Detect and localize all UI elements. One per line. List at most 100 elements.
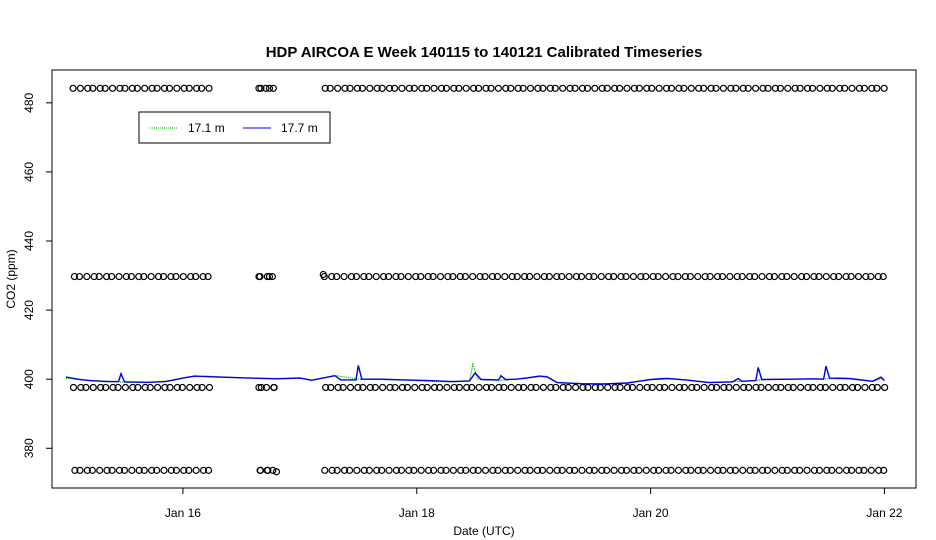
calibration-marker	[153, 383, 162, 392]
calibration-marker	[719, 466, 727, 474]
calibration-marker	[450, 84, 458, 92]
calibration-marker	[272, 468, 281, 476]
calibration-marker	[559, 84, 567, 92]
calibration-marker	[398, 383, 406, 392]
y-tick-label: 400	[22, 369, 36, 389]
calibration-marker	[611, 383, 619, 392]
calibration-marker	[494, 466, 502, 474]
calibration-marker	[461, 272, 469, 281]
calibration-marker	[751, 466, 759, 474]
calibration-marker	[82, 383, 90, 392]
calibration-marker	[610, 84, 619, 92]
calibration-marker	[255, 84, 263, 92]
calibration-marker	[879, 272, 887, 281]
calibration-marker	[558, 272, 566, 281]
calibration-marker	[553, 272, 561, 281]
calibration-marker	[731, 466, 739, 474]
calibration-marker	[265, 272, 274, 281]
calibration-marker	[482, 383, 491, 392]
calibration-marker	[881, 383, 889, 392]
calibration-marker	[720, 383, 728, 392]
calibration-marker	[686, 272, 694, 281]
calibration-marker	[808, 84, 817, 92]
calibration-marker	[519, 84, 527, 92]
calibration-marker	[95, 272, 103, 281]
calibration-marker	[598, 466, 606, 474]
calibration-marker	[463, 383, 471, 392]
y-axis-label: CO2 (ppm)	[4, 249, 18, 308]
calibration-marker	[764, 383, 773, 392]
calibration-marker	[469, 84, 478, 92]
calibration-marker	[732, 383, 740, 392]
calibration-marker	[598, 84, 606, 92]
calibration-marker	[707, 383, 716, 392]
calibration-marker	[525, 272, 534, 281]
calibration-marker	[559, 383, 567, 392]
calibration-marker	[836, 383, 844, 392]
calibration-marker	[816, 383, 824, 392]
calibration-marker	[725, 383, 733, 392]
calibration-marker	[855, 466, 863, 474]
calibration-marker	[727, 84, 735, 92]
calibration-marker	[571, 84, 579, 92]
calibration-marker	[571, 383, 580, 392]
calibration-marker	[430, 383, 439, 392]
calibration-marker	[77, 383, 85, 392]
calibration-marker	[815, 466, 824, 474]
calibration-marker	[501, 466, 509, 474]
calibration-marker	[430, 84, 438, 92]
calibration-marker	[713, 272, 722, 281]
calibration-marker	[778, 272, 786, 281]
calibration-marker	[412, 272, 420, 281]
calibration-marker	[265, 84, 274, 92]
calibration-marker	[836, 84, 844, 92]
calibration-marker	[515, 383, 523, 392]
calibration-marker	[160, 466, 168, 474]
calibration-marker	[204, 466, 213, 474]
calibration-marker	[534, 84, 542, 92]
x-tick-label: Jan 22	[866, 506, 902, 520]
calibration-marker	[353, 84, 361, 92]
calibration-marker	[373, 466, 381, 474]
calibration-marker	[661, 272, 670, 281]
calibration-marker	[590, 272, 598, 281]
calibration-marker	[763, 466, 772, 474]
calibration-marker	[353, 466, 361, 474]
calibration-marker	[828, 466, 836, 474]
calibration-marker	[167, 272, 175, 281]
calibration-marker	[564, 383, 572, 392]
calibration-marker	[108, 466, 116, 474]
calibration-marker	[783, 272, 791, 281]
calibration-marker	[751, 84, 760, 92]
calibration-marker	[501, 272, 509, 281]
calibration-marker	[185, 466, 193, 474]
calibration-marker	[437, 84, 446, 92]
calibration-marker	[699, 466, 707, 474]
calibration-marker	[759, 84, 767, 92]
calibration-marker	[623, 84, 631, 92]
calibration-marker	[384, 272, 393, 281]
calibration-marker	[360, 466, 368, 474]
calibration-marker	[861, 383, 869, 392]
calibration-marker	[694, 466, 702, 474]
calibration-marker	[578, 466, 586, 474]
calibration-marker	[371, 383, 379, 392]
calibration-marker	[358, 84, 367, 92]
calibration-marker	[539, 383, 547, 392]
calibration-marker	[173, 84, 181, 92]
calibration-marker	[141, 383, 149, 392]
calibration-marker	[423, 383, 431, 392]
calibration-marker	[701, 272, 709, 281]
calibration-marker	[173, 383, 181, 392]
calibration-marker	[860, 466, 868, 474]
calibration-marker	[193, 383, 201, 392]
calibration-marker	[809, 383, 817, 392]
calibration-marker	[385, 466, 393, 474]
calibration-marker	[655, 466, 663, 474]
calibration-marker	[648, 383, 656, 392]
calibration-marker	[875, 466, 883, 474]
calibration-marker	[719, 84, 728, 92]
calibration-marker	[354, 383, 362, 392]
calibration-marker	[776, 84, 784, 92]
calibration-marker	[365, 272, 373, 281]
